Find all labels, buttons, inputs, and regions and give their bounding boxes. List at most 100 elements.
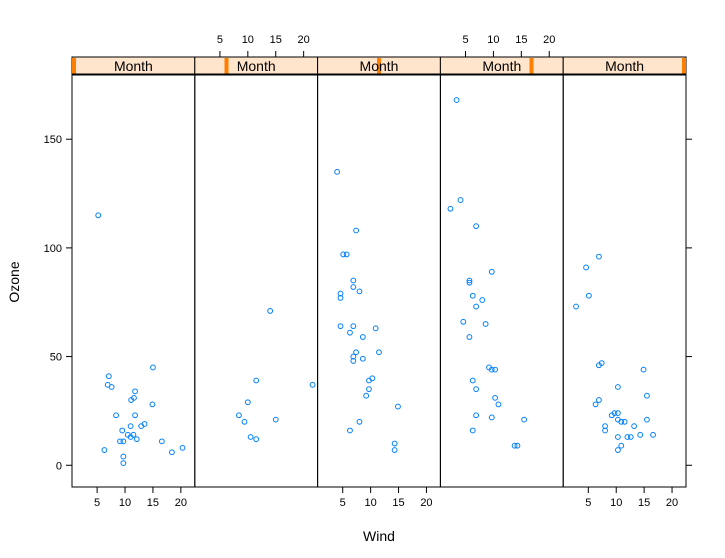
point-p3-13 [359, 334, 366, 340]
point-p3-27 [391, 447, 398, 453]
point-p2-1 [235, 412, 242, 419]
strip-label-2: Month [237, 58, 276, 74]
strip-label-4: Month [482, 58, 521, 74]
point-p4-23 [469, 427, 476, 434]
x-tick-label-p1-15: 15 [147, 497, 159, 509]
point-p4-13 [488, 268, 495, 275]
point-p1-27 [179, 444, 186, 451]
point-p2-8 [272, 416, 279, 423]
strip-level-marker-3 [377, 58, 381, 74]
point-p3-3 [337, 290, 344, 297]
point-p4-3 [457, 197, 464, 203]
y-axis-title: Ozone [6, 261, 22, 302]
strip-level-marker-4 [529, 58, 534, 74]
points-layer [95, 97, 656, 466]
point-p3-21 [363, 392, 370, 399]
y-tick-label-150: 150 [44, 134, 62, 146]
strip-label-5: Month [605, 58, 644, 74]
point-p1-6 [117, 438, 123, 445]
point-p3-23 [376, 349, 382, 356]
point-p1-25 [158, 438, 165, 445]
point-p3-9 [350, 284, 357, 290]
point-p5-25 [640, 366, 647, 373]
point-p4-26 [521, 416, 528, 423]
x-tick-label-p4-20: 20 [543, 34, 555, 46]
x-tick-label-p5-20: 20 [666, 497, 678, 509]
point-p3-24 [356, 418, 363, 425]
point-p1-17 [131, 394, 137, 401]
point-p3-25 [347, 427, 353, 434]
point-p2-2 [241, 418, 248, 425]
point-p1-8 [119, 427, 126, 434]
x-tick-label-p2-15: 15 [270, 34, 282, 46]
x-tick-label-p1-20: 20 [175, 497, 187, 509]
point-p4-24 [511, 442, 518, 449]
point-p4-21 [488, 414, 495, 421]
x-tick-label-p4-15: 15 [515, 34, 527, 46]
point-p5-13 [615, 410, 621, 416]
x-tick-label-p4-10: 10 [487, 34, 499, 46]
point-p1-1 [95, 212, 102, 219]
panel-frame-5 [562, 73, 687, 488]
x-tick-label-p3-5: 5 [340, 497, 346, 509]
point-p4-4 [460, 318, 467, 325]
point-p3-20 [366, 386, 372, 393]
y-tick-label-0: 0 [56, 460, 62, 472]
point-p4-15 [488, 366, 495, 373]
point-p4-17 [469, 377, 476, 384]
strip-level-marker-2 [224, 58, 229, 74]
point-p1-26 [169, 449, 175, 456]
x-tick-label-p2-20: 20 [298, 34, 310, 46]
point-p5-16 [618, 418, 625, 425]
point-p5-22 [627, 434, 634, 440]
point-p5-2 [583, 264, 589, 271]
point-p3-12 [356, 288, 363, 295]
point-p1-20 [133, 436, 140, 443]
point-p2-7 [267, 308, 274, 314]
point-p5-15 [615, 384, 621, 390]
strip-level-marker-1 [72, 58, 76, 74]
x-tick-label-p2-5: 5 [217, 34, 223, 46]
x-tick-label-p5-5: 5 [585, 497, 591, 509]
point-p2-3 [244, 399, 251, 406]
point-p1-11 [120, 460, 127, 466]
y-tick-label-100: 100 [44, 243, 62, 255]
point-p5-4 [596, 253, 602, 260]
panel-frame-1 [71, 73, 196, 488]
point-p5-26 [644, 392, 650, 399]
strip-label-3: Month [360, 58, 399, 74]
x-tick-label-p2-10: 10 [242, 34, 254, 46]
point-p4-5 [466, 334, 473, 340]
x-tick-label-p1-10: 10 [119, 497, 131, 509]
point-p2-5 [253, 436, 260, 443]
point-p1-5 [113, 412, 119, 419]
point-p5-23 [631, 423, 637, 430]
point-p3-1 [334, 168, 341, 175]
x-axis-title: Wind [363, 528, 395, 544]
point-p5-10 [602, 427, 608, 434]
point-p5-20 [615, 447, 621, 453]
point-p1-13 [127, 423, 134, 430]
point-p5-24 [637, 431, 644, 438]
point-p4-6 [466, 279, 473, 286]
point-p3-28 [395, 403, 401, 410]
x-tick-label-p5-10: 10 [610, 497, 622, 509]
point-p1-19 [132, 412, 138, 419]
point-p3-10 [350, 277, 357, 284]
point-p5-7 [592, 401, 599, 408]
point-p5-21 [618, 442, 625, 449]
point-p2-6 [253, 377, 260, 384]
point-p1-15 [127, 434, 134, 440]
point-p5-12 [611, 410, 618, 416]
strip-layer: Month Month Month Month Month [71, 56, 687, 76]
point-p1-2 [105, 373, 112, 380]
point-p4-9 [473, 303, 480, 310]
point-p4-7 [466, 277, 473, 284]
point-p5-17 [621, 418, 628, 425]
point-p3-4 [340, 251, 347, 258]
point-p3-19 [369, 375, 376, 382]
point-p5-19 [615, 434, 621, 440]
x-tick-label-p1-5: 5 [94, 497, 100, 509]
point-p5-27 [644, 416, 650, 423]
